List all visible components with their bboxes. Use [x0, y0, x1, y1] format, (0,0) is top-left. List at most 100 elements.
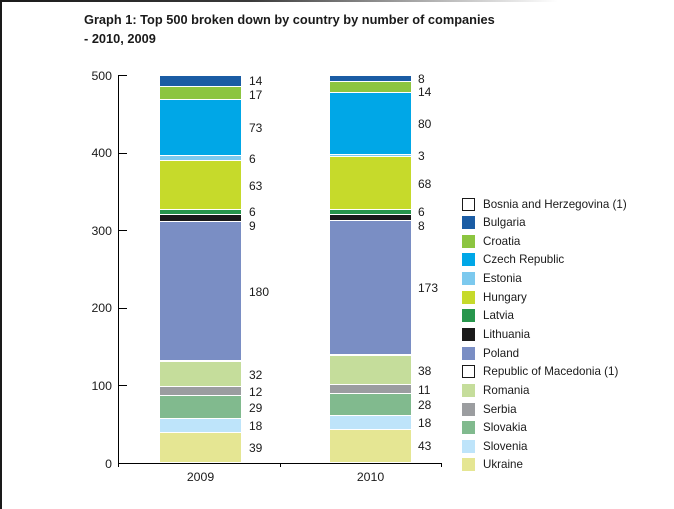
bar-segment-ukraine [160, 432, 241, 463]
bar-value-label: 18 [418, 415, 432, 430]
legend-swatch [462, 458, 475, 472]
legend-label: Croatia [483, 234, 521, 248]
page-edge-top [0, 0, 558, 2]
chart-title-line1: Graph 1: Top 500 broken down by country … [84, 12, 495, 27]
bar-segment-estonia [330, 154, 411, 158]
y-tick-label: 100 [91, 378, 112, 393]
legend-swatch [462, 309, 475, 323]
legend-swatch [462, 327, 475, 341]
legend-item-hungary: Hungary [462, 290, 527, 304]
legend-swatch [462, 290, 475, 304]
y-tick-label: 500 [91, 68, 112, 83]
bar-segment-estonia [160, 156, 241, 162]
bar-segment-bulgaria [160, 75, 241, 87]
bar-segment-latvia [160, 210, 241, 215]
bar-segment-bosnia-and-herzegovina- [330, 75, 411, 76]
legend-item-ukraine: Ukraine [462, 458, 523, 472]
bar-segment-czech-republic [160, 99, 241, 157]
bar-value-label: 11 [418, 382, 431, 397]
y-axis-tick [119, 75, 127, 76]
bar-value-label: 6 [418, 205, 425, 220]
legend-label: Estonia [483, 272, 522, 286]
bar-segment-bosnia-and-herzegovina- [160, 75, 241, 76]
bar-segment-poland [330, 220, 411, 356]
legend-item-slovakia: Slovakia [462, 421, 527, 435]
bar-segment-slovenia [330, 415, 411, 430]
legend-item-bosnia-and-herzegovina-: Bosnia and Herzegovina (1) [462, 197, 627, 211]
bar-value-label: 180 [249, 284, 270, 299]
legend-label: Romania [483, 383, 530, 397]
bar-value-label: 80 [418, 116, 432, 131]
bar-segment-croatia [160, 86, 241, 100]
legend-swatch [462, 365, 475, 379]
bar-value-label: 28 [418, 397, 432, 412]
legend-item-lithuania: Lithuania [462, 327, 530, 341]
y-tick-label: 0 [105, 456, 112, 471]
legend-swatch [462, 253, 475, 267]
legend-swatch [462, 272, 475, 286]
y-tick-label: 300 [91, 223, 112, 238]
legend-swatch [462, 383, 475, 397]
bar-value-label: 32 [249, 367, 263, 382]
bar-value-label: 6 [249, 151, 256, 166]
legend-label: Serbia [483, 402, 517, 416]
bar-segment-romania [330, 355, 411, 386]
bar-value-label: 29 [249, 400, 263, 415]
legend-label: Bosnia and Herzegovina (1) [483, 197, 627, 211]
legend-swatch [462, 346, 475, 360]
legend-item-czech-republic: Czech Republic [462, 253, 564, 267]
legend-swatch [462, 439, 475, 453]
bar-2009 [160, 75, 241, 463]
y-axis-tick [119, 152, 127, 154]
legend-item-romania: Romania [462, 383, 529, 397]
bar-segment-republic-of-macedonia- [330, 355, 411, 356]
bar-value-label: 38 [418, 363, 432, 378]
legend-label: Slovakia [483, 421, 527, 435]
bar-segment-latvia [330, 210, 411, 215]
legend-item-republic-of-macedonia-: Republic of Macedonia (1) [462, 365, 618, 379]
legend-item-serbia: Serbia [462, 402, 517, 416]
bar-segment-romania [160, 362, 241, 387]
legend-label: Ukraine [483, 458, 523, 472]
y-axis-tick [119, 385, 127, 387]
legend-label: Poland [483, 346, 520, 360]
bar-value-label: 3 [418, 149, 425, 164]
legend-label: Hungary [483, 290, 527, 304]
bar-segment-slovakia [160, 396, 241, 419]
legend-item-latvia: Latvia [462, 309, 514, 323]
legend-label: Czech Republic [483, 253, 565, 267]
legend-swatch [462, 234, 475, 248]
legend-label: Slovenia [483, 439, 528, 453]
legend-swatch [462, 402, 475, 416]
bar-value-label: 9 [249, 218, 256, 233]
y-axis-tick [119, 230, 127, 232]
bar-value-label: 43 [418, 439, 432, 454]
bar-value-label: 14 [418, 85, 432, 100]
y-axis-line [118, 75, 119, 464]
x-category-label-2009: 2009 [186, 470, 215, 484]
bar-segment-croatia [330, 81, 411, 93]
bar-segment-poland [160, 221, 241, 362]
legend-label: Republic of Macedonia (1) [483, 365, 619, 379]
bar-value-label: 14 [249, 74, 263, 89]
bar-segment-hungary [330, 157, 411, 211]
bar-segment-slovenia [160, 418, 241, 433]
bar-2010 [330, 75, 411, 463]
bar-segment-ukraine [330, 429, 411, 463]
legend-swatch [462, 421, 475, 435]
chart-title: Graph 1: Top 500 broken down by country … [84, 10, 604, 48]
page-edge-left [0, 0, 2, 509]
bar-segment-lithuania [330, 214, 411, 221]
bar-value-label: 63 [249, 178, 263, 193]
bar-segment-bulgaria [330, 75, 411, 82]
y-axis-tick [119, 307, 127, 309]
bar-value-label: 39 [249, 440, 263, 455]
bar-value-label: 6 [249, 205, 256, 220]
bar-segment-hungary [160, 161, 241, 210]
x-axis-tick [279, 463, 281, 467]
x-axis-tick [441, 463, 442, 467]
bar-segment-republic-of-macedonia- [160, 361, 241, 363]
legend-swatch [462, 216, 475, 230]
bar-segment-lithuania [160, 214, 241, 222]
